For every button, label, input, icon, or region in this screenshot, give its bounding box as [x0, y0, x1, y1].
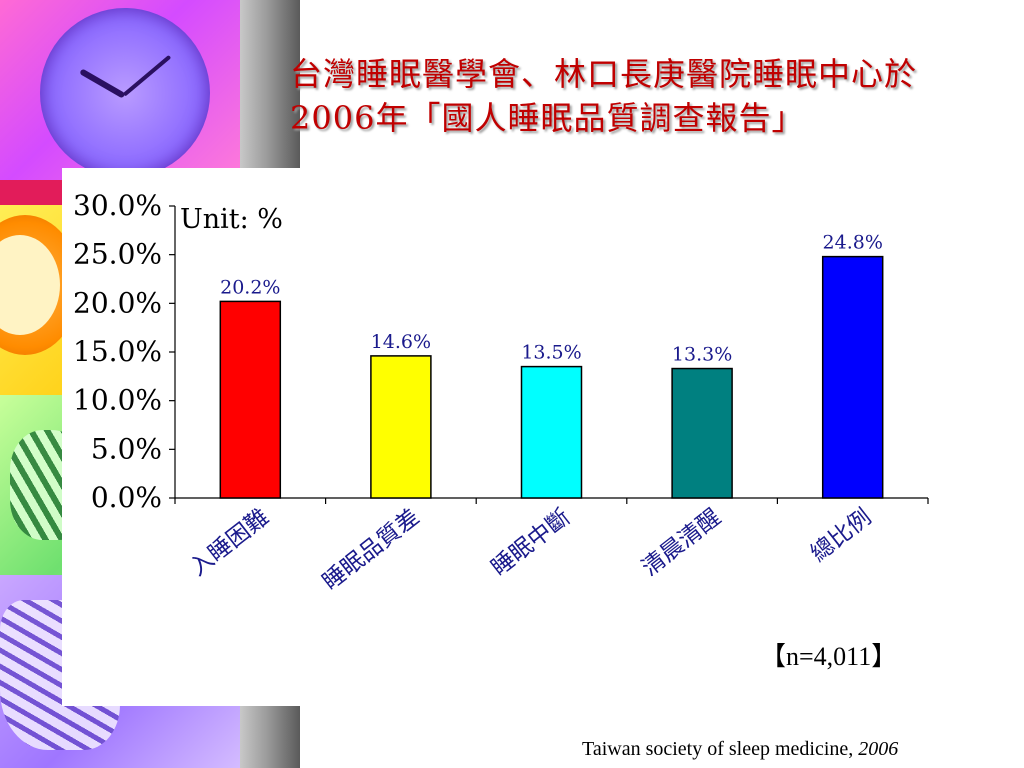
sample-size-note: 【n=4,011】 — [760, 642, 898, 671]
y-tick-label: 10.0% — [73, 384, 162, 417]
y-tick-label: 5.0% — [91, 432, 162, 465]
data-label: 20.2% — [220, 276, 280, 298]
bar — [821, 255, 884, 499]
category-label: 總比例 — [806, 504, 876, 567]
slide-title: 台灣睡眠醫學會、林口長庚醫院睡眠中心於2006年「國人睡眠品質調查報告」 — [290, 55, 918, 137]
category-label: 清晨清醒 — [637, 504, 726, 581]
bar — [520, 365, 583, 499]
y-tick-label: 30.0% — [73, 189, 162, 222]
data-label: 14.6% — [371, 331, 431, 353]
category-label: 入睡困難 — [185, 504, 274, 581]
source-year: 2006 — [858, 738, 899, 760]
chart-panel: 0.0% 5.0% 10.0% 15.0% 20.0% 25.0% 30.0% Unit: %… — [62, 168, 942, 706]
unit-label: Unit: % — [180, 204, 283, 235]
source-citation: Taiwan society of sleep medicine, 2006 — [582, 738, 898, 761]
bar — [370, 355, 432, 499]
clock-icon — [40, 8, 210, 178]
data-label: 13.5% — [521, 342, 581, 364]
bar — [671, 367, 733, 499]
bar-chart: 0.0% 5.0% 10.0% 15.0% 20.0% 25.0% 30.0% Unit: %… — [73, 189, 929, 596]
y-tick-label: 15.0% — [73, 335, 162, 368]
y-tick-label: 20.0% — [73, 286, 162, 319]
category-label: 睡眠中斷 — [487, 504, 576, 581]
y-tick-label: 25.0% — [73, 238, 162, 271]
data-label: 13.3% — [672, 344, 732, 366]
category-label: 睡眠品質差 — [318, 504, 425, 595]
source-text: Taiwan society of sleep medicine, — [582, 738, 859, 760]
bar — [219, 300, 282, 499]
y-tick-label: 0.0% — [91, 481, 162, 514]
data-label: 24.8% — [823, 232, 883, 254]
